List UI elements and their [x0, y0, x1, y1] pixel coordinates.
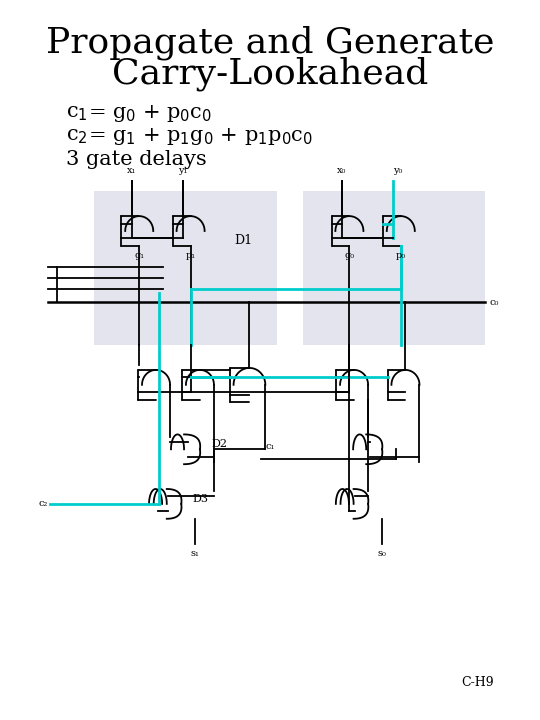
FancyBboxPatch shape — [303, 192, 485, 345]
Text: p₁: p₁ — [186, 251, 195, 260]
Text: s₁: s₁ — [191, 549, 200, 557]
Text: c$_1$: c$_1$ — [66, 104, 88, 123]
Text: g₁: g₁ — [134, 251, 144, 260]
Text: c₀: c₀ — [490, 298, 499, 307]
Text: D3: D3 — [192, 494, 208, 504]
Text: = g$_0$ + p$_0$c$_0$: = g$_0$ + p$_0$c$_0$ — [88, 104, 212, 125]
Text: Carry-Lookahead: Carry-Lookahead — [112, 57, 428, 91]
Text: c$_2$: c$_2$ — [66, 127, 88, 146]
Text: x₁: x₁ — [127, 166, 137, 176]
Text: p₀: p₀ — [396, 251, 406, 260]
Text: g₀: g₀ — [345, 251, 354, 260]
Text: = g$_1$ + p$_1$g$_0$ + p$_1$p$_0$c$_0$: = g$_1$ + p$_1$g$_0$ + p$_1$p$_0$c$_0$ — [88, 126, 313, 147]
Text: Propagate and Generate: Propagate and Generate — [46, 25, 494, 60]
Text: C-H9: C-H9 — [462, 676, 494, 689]
Text: y₁: y₁ — [178, 166, 188, 176]
Text: y₀: y₀ — [393, 166, 403, 176]
Text: D1: D1 — [234, 235, 253, 248]
Text: c₁: c₁ — [265, 442, 275, 451]
FancyBboxPatch shape — [94, 192, 276, 345]
Text: x₀: x₀ — [338, 166, 347, 176]
Text: s₀: s₀ — [377, 549, 387, 557]
Text: 3 gate delays: 3 gate delays — [66, 150, 207, 169]
Text: D2: D2 — [211, 439, 227, 449]
Text: c₂: c₂ — [38, 500, 48, 508]
